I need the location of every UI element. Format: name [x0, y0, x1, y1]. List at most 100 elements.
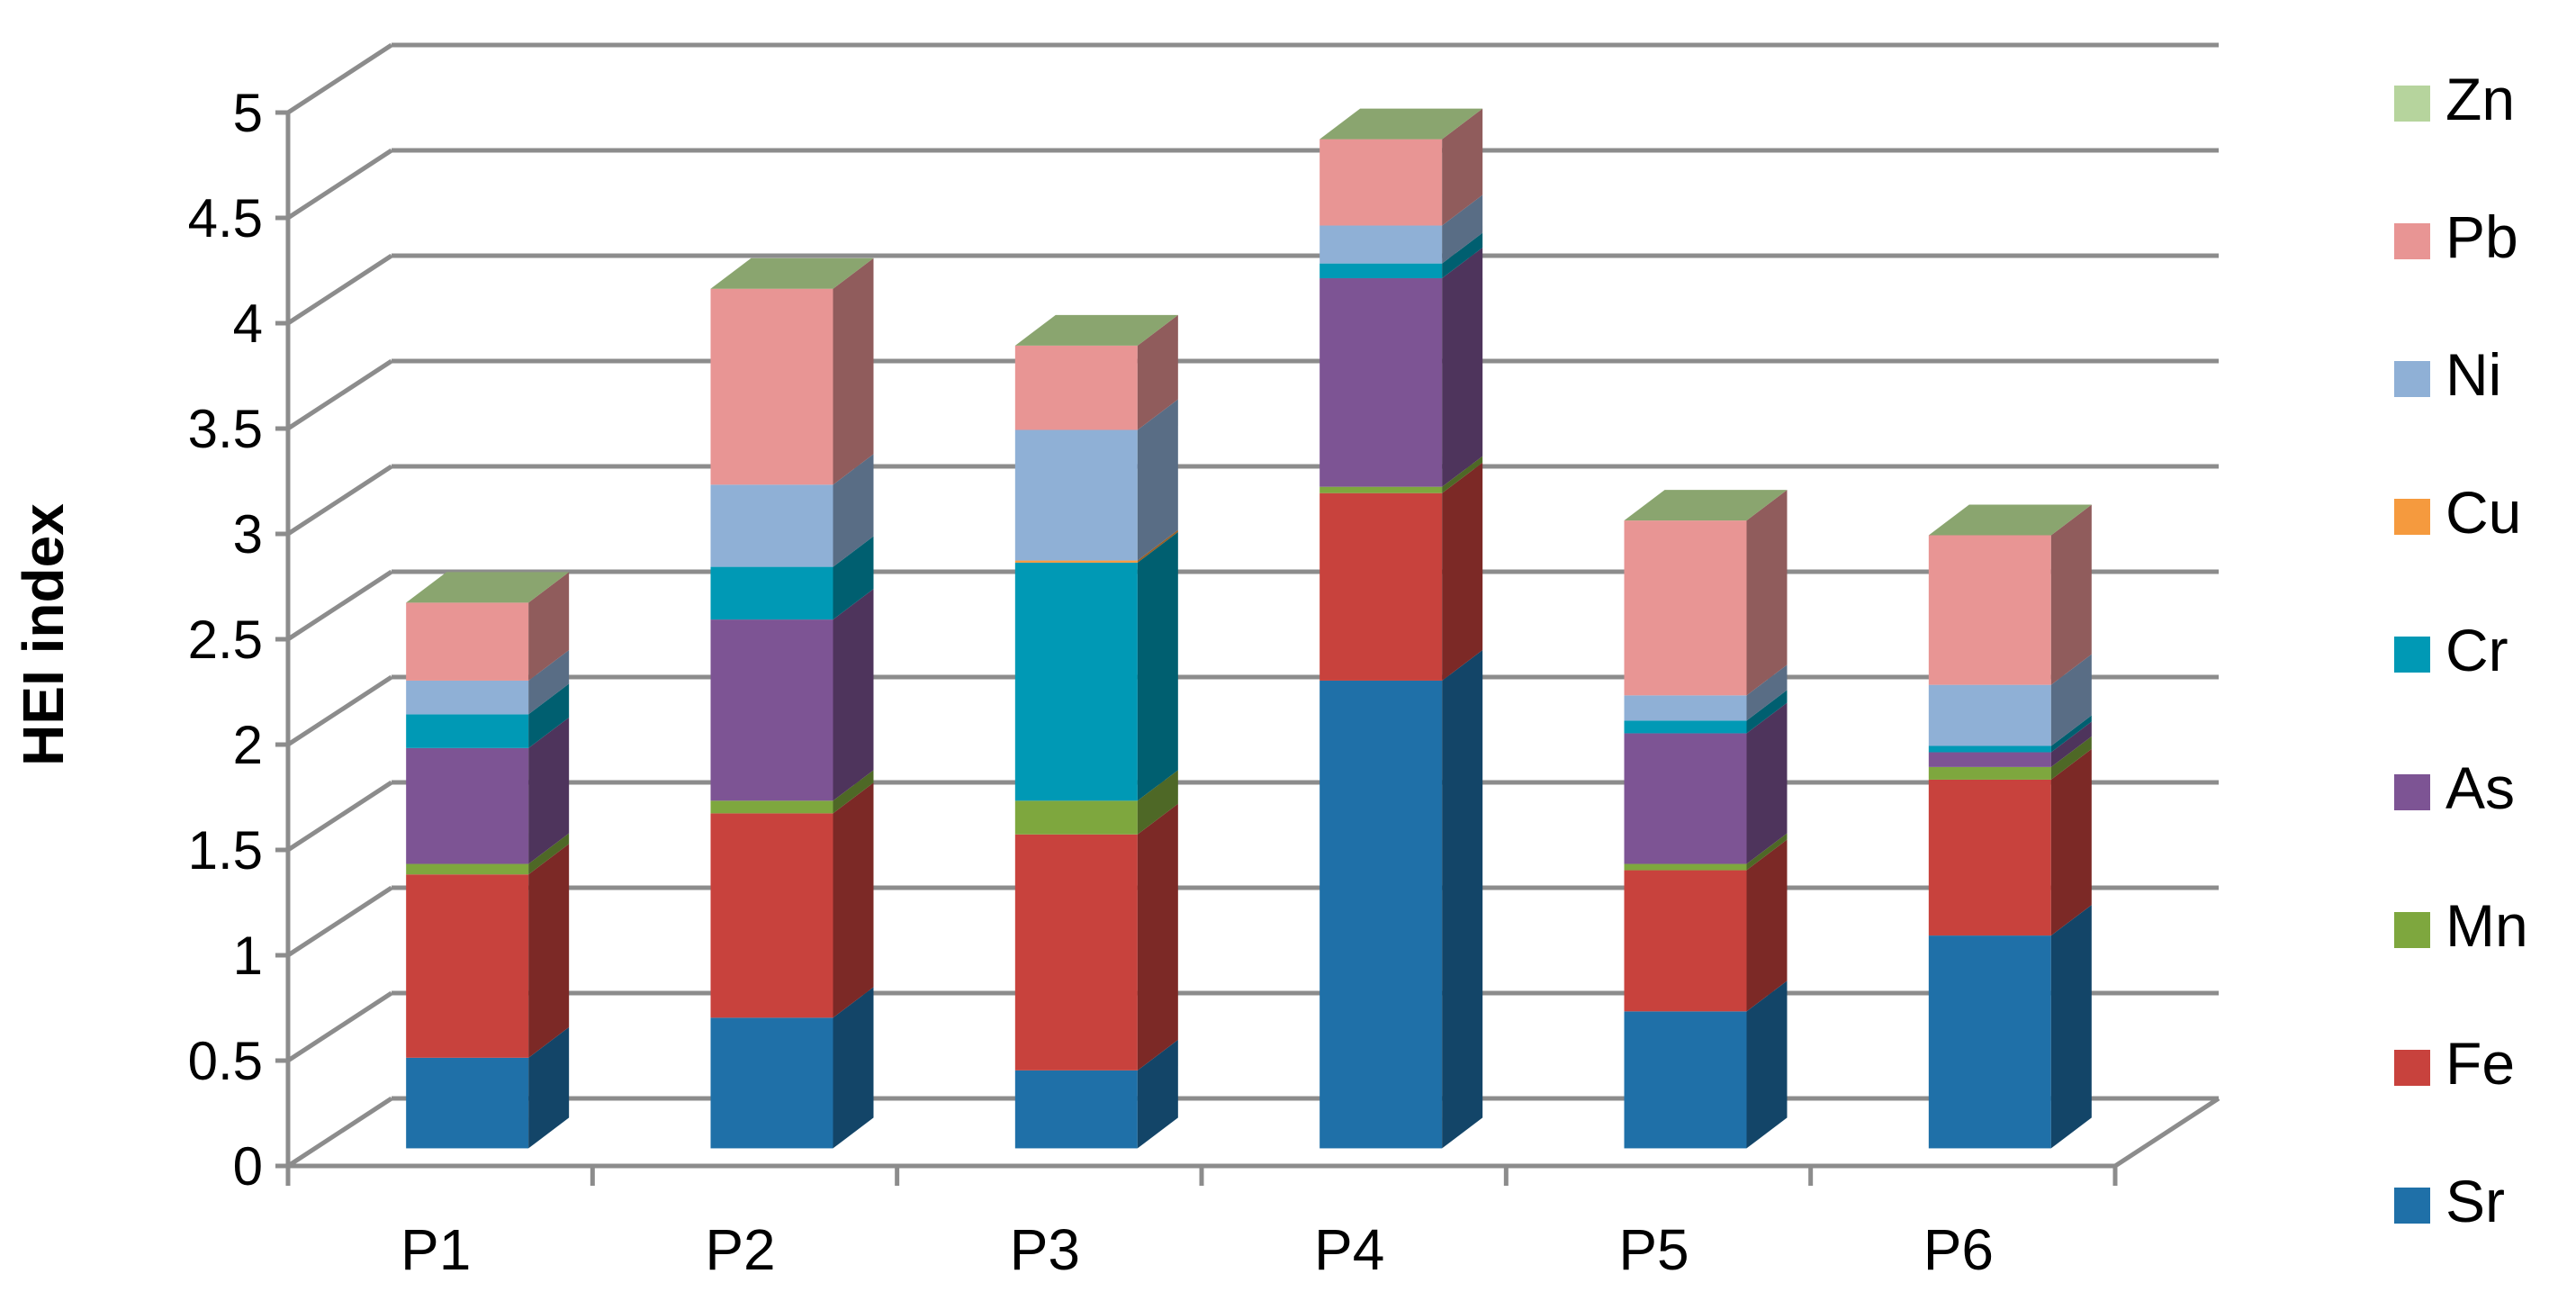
- legend-label: Mn: [2445, 892, 2528, 959]
- bar-p3-top: [1014, 314, 1178, 346]
- legend-label: Ni: [2445, 341, 2501, 408]
- bar-p3-ni-side: [1137, 399, 1178, 561]
- gridlines: [286, 42, 2219, 1169]
- bar-p3-pb: [1014, 345, 1138, 430]
- bar-p5-mn: [1624, 863, 1747, 871]
- bar-p3-fe-side: [1137, 803, 1178, 1071]
- bar-p1-mn: [406, 863, 529, 875]
- bar-p3-sr-side: [1137, 1039, 1178, 1149]
- legend-swatch: [2394, 912, 2430, 948]
- bar-p4-mn-side: [1442, 456, 1483, 493]
- x-tick-labels: P1 P2 P3 P4 P5 P6: [401, 1217, 1994, 1282]
- bar-p5-cr-side: [1746, 690, 1788, 734]
- bar-p2-pb-side: [833, 257, 874, 485]
- y-tick-label: 3.5: [188, 399, 263, 459]
- bar-p6-ni-side: [2050, 654, 2092, 746]
- bar-p4-mn: [1320, 486, 1443, 493]
- legend-label: Cu: [2445, 479, 2521, 546]
- bar-p3-mn-side: [1137, 770, 1178, 835]
- legend-item-as: As: [2394, 754, 2515, 821]
- y-tick-label: 1.5: [188, 820, 263, 881]
- bar-p5-mn-side: [1746, 833, 1788, 871]
- x-tick-label: P4: [1314, 1217, 1384, 1282]
- y-tick-label: 5: [233, 83, 263, 143]
- bar-p5-sr-side: [1746, 980, 1788, 1149]
- bar-p5-cr: [1624, 720, 1747, 734]
- legend-item-sr: Sr: [2394, 1168, 2505, 1234]
- bar-p4-as: [1320, 278, 1443, 487]
- bar-p4-pb: [1320, 139, 1443, 226]
- y-tick-label: 1: [233, 926, 263, 986]
- bar-p3-cu-side: [1137, 529, 1178, 563]
- floor-edge: [2113, 1096, 2220, 1169]
- bar-p1-ni-side: [528, 649, 570, 715]
- bar-p4-sr-side: [1442, 649, 1483, 1149]
- bar-p1-mn-side: [528, 833, 570, 875]
- bar-p6-as: [1928, 752, 2051, 767]
- y-tick-label: 0.5: [188, 1031, 263, 1091]
- bar-p2-ni-side: [833, 454, 874, 567]
- legend-swatch: [2394, 774, 2430, 810]
- legend-item-cr: Cr: [2394, 617, 2508, 683]
- bar-p2-mn: [710, 800, 833, 814]
- y-tick-label: 2.5: [188, 610, 263, 670]
- legend-swatch: [2394, 1050, 2430, 1086]
- bar-p1-fe-side: [528, 844, 570, 1058]
- legend-label: Pb: [2445, 203, 2518, 270]
- legend-item-pb: Pb: [2394, 203, 2518, 270]
- bar-p6-cr: [1928, 745, 2051, 753]
- bar-p2-ni: [710, 484, 833, 567]
- bar-p3-pb-side: [1137, 314, 1178, 430]
- bar-p6-sr: [1928, 935, 2051, 1149]
- gridline-side: [286, 674, 393, 747]
- gridline-side: [286, 569, 393, 642]
- bar-p5-pb-side: [1746, 490, 1788, 696]
- bar-p3-sr: [1014, 1070, 1138, 1149]
- y-tick-label: 2: [233, 715, 263, 775]
- bar-p4-pb-side: [1442, 108, 1483, 226]
- legend-item-ni: Ni: [2394, 341, 2501, 408]
- bar-p2-top: [710, 257, 874, 289]
- legend-item-zn: Zn: [2394, 66, 2515, 132]
- bar-p6-sr-side: [2050, 905, 2092, 1149]
- y-tick-labels: 0 0.5 1 1.5 2 2.5 3 3.5 4 4.5 5: [188, 83, 263, 1197]
- bar-p6-fe: [1928, 779, 2051, 936]
- bar-p3-cr: [1014, 562, 1138, 801]
- gridline-side: [286, 358, 393, 431]
- legend-label: Fe: [2445, 1030, 2515, 1097]
- bar-p4-sr: [1320, 680, 1443, 1149]
- bar-p4-as-side: [1442, 248, 1483, 487]
- gridline-side: [286, 990, 393, 1063]
- y-tick-label: 4.5: [188, 188, 263, 248]
- bar-p2-fe: [710, 813, 833, 1018]
- legend-swatch: [2394, 637, 2430, 673]
- legend: Zn Pb Ni Cu Cr As Mn Fe Sr: [2394, 66, 2528, 1234]
- bar-p5-pb: [1624, 520, 1747, 696]
- bar-p6-pb-side: [2050, 504, 2092, 685]
- y-tick-label: 0: [233, 1136, 263, 1197]
- x-tick-label: P1: [401, 1217, 471, 1282]
- legend-label: Sr: [2445, 1168, 2505, 1234]
- bar-p3-ni: [1014, 429, 1138, 561]
- bar-p5-fe-side: [1746, 839, 1788, 1012]
- y-tick-label: 4: [233, 294, 263, 354]
- bars: [406, 108, 2092, 1149]
- bar-p5-ni-side: [1746, 664, 1788, 721]
- bar-p1-sr: [406, 1057, 529, 1149]
- bar-p1-fe: [406, 874, 529, 1058]
- bar-p2-sr: [710, 1017, 833, 1149]
- x-tick-label: P6: [1923, 1217, 1994, 1282]
- legend-swatch: [2394, 361, 2430, 397]
- bar-p2-cr: [710, 566, 833, 620]
- bar-p1-cr-side: [528, 683, 570, 748]
- legend-swatch: [2394, 1188, 2430, 1224]
- bar-p6-cr-side: [2050, 715, 2092, 753]
- bar-p3-fe: [1014, 834, 1138, 1071]
- bar-p2-cr-side: [833, 536, 874, 620]
- legend-item-cu: Cu: [2394, 479, 2521, 546]
- bar-p2-mn-side: [833, 770, 874, 814]
- x-tick-label: P2: [705, 1217, 775, 1282]
- bar-p1-as: [406, 747, 529, 864]
- bar-p2-as: [710, 619, 833, 801]
- gridline-side: [286, 464, 393, 537]
